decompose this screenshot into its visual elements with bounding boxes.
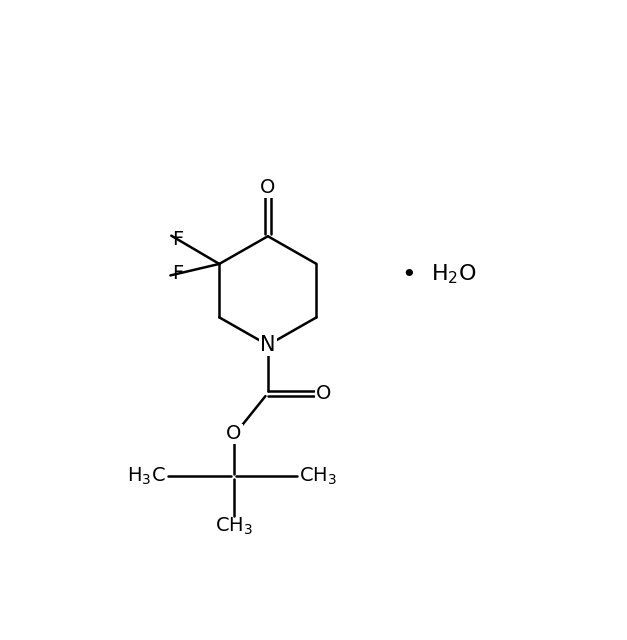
Text: O: O [260, 178, 276, 197]
Text: $\mathsf{CH_3}$: $\mathsf{CH_3}$ [215, 516, 253, 537]
Text: F: F [172, 230, 184, 249]
Text: $\mathsf{H_2O}$: $\mathsf{H_2O}$ [431, 263, 477, 287]
Text: N: N [260, 335, 276, 355]
Text: O: O [316, 384, 332, 403]
Text: F: F [172, 264, 184, 283]
Text: $\mathsf{CH_3}$: $\mathsf{CH_3}$ [300, 466, 337, 487]
Text: $\mathsf{H_3C}$: $\mathsf{H_3C}$ [127, 466, 166, 487]
Text: •: • [401, 262, 416, 287]
Text: O: O [226, 424, 241, 444]
